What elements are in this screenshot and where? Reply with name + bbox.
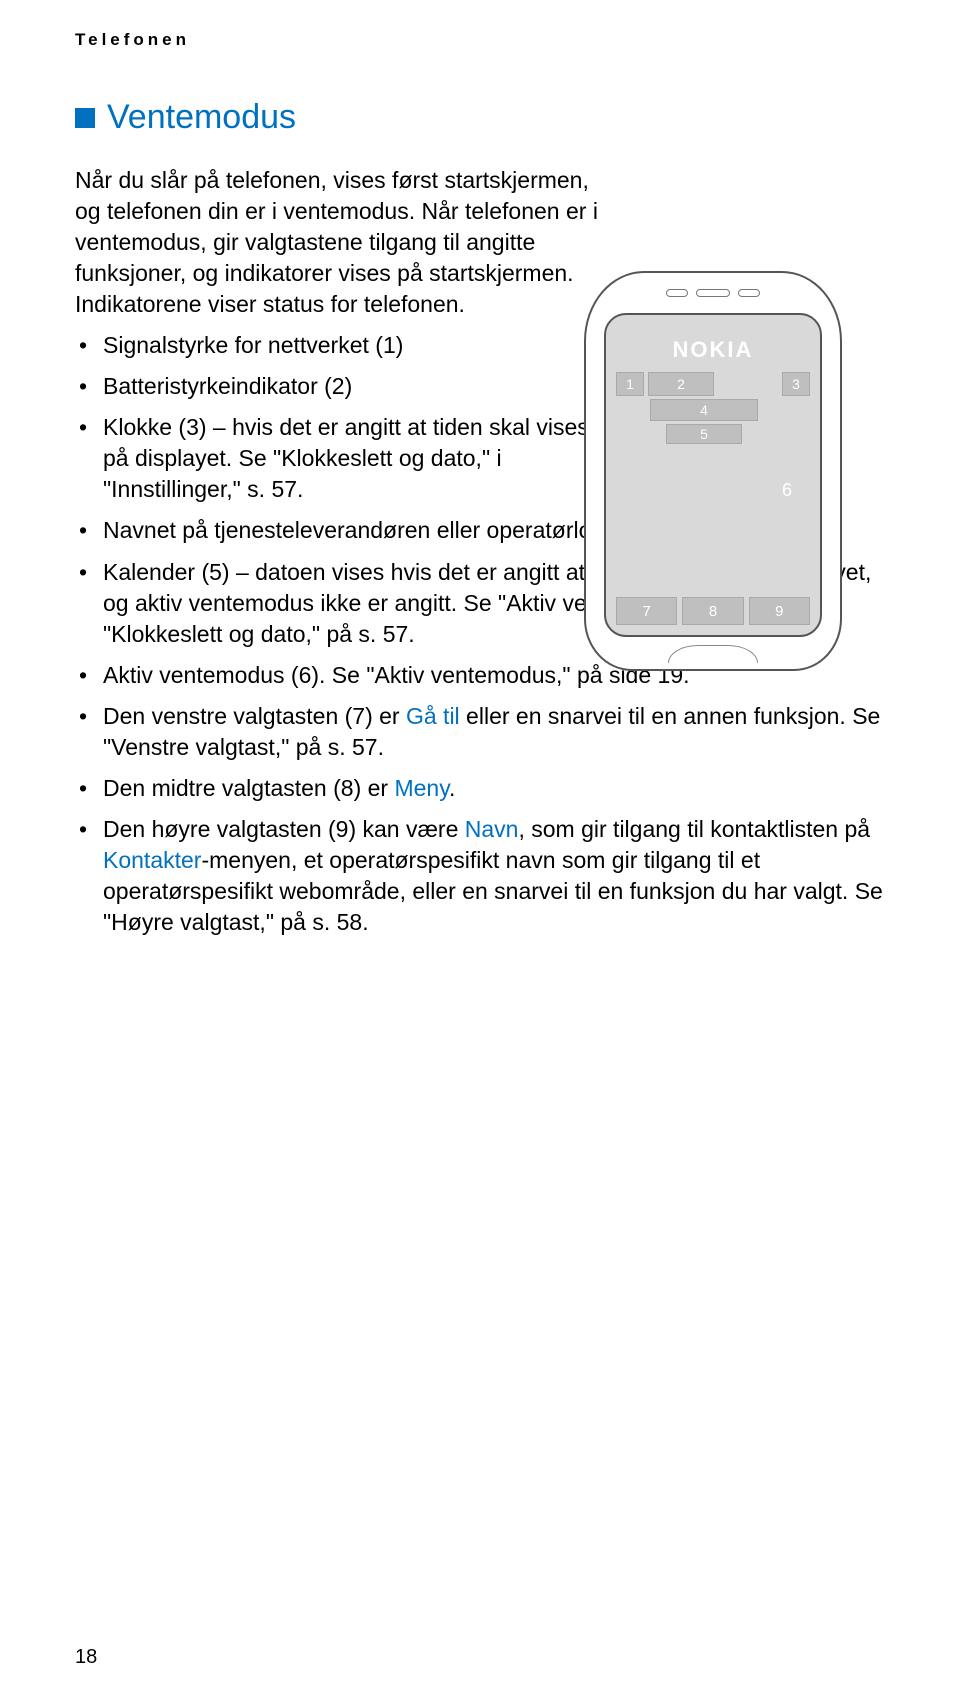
list-item: Den midtre valgtasten (8) er Meny. — [75, 773, 900, 804]
square-bullet-icon — [75, 108, 95, 128]
link-text: Kontakter — [103, 847, 201, 873]
intro-paragraph: Når du slår på telefonen, vises først st… — [75, 165, 605, 320]
indicator-row-1: 1 2 3 — [616, 372, 810, 396]
callout-9: 9 — [749, 597, 810, 625]
text-segment: -menyen, et operatørspesifikt navn som g… — [103, 847, 883, 935]
link-text: Meny — [394, 775, 449, 801]
section-title: Ventemodus — [107, 98, 296, 137]
callout-2: 2 — [648, 372, 714, 396]
list-item: Den høyre valgtasten (9) kan være Navn, … — [75, 814, 900, 938]
callout-1: 1 — [616, 372, 644, 396]
phone-screen: NOKIA 1 2 3 4 5 6 7 8 9 — [604, 313, 822, 637]
phone-body: NOKIA 1 2 3 4 5 6 7 8 9 — [584, 271, 842, 671]
text-segment: Den høyre valgtasten (9) kan være — [103, 816, 465, 842]
page-header: Telefonen — [75, 30, 900, 50]
link-text: Gå til — [406, 703, 460, 729]
list-item: Signalstyrke for nettverket (1) — [75, 330, 605, 361]
list-item: Klokke (3) – hvis det er angitt at tiden… — [75, 412, 605, 505]
text-segment: , som gir tilgang til kontaktlisten på — [518, 816, 870, 842]
text-segment: Den venstre valgtasten (7) er — [103, 703, 406, 729]
text-segment: Den midtre valgtasten (8) er — [103, 775, 394, 801]
dpad-icon — [668, 645, 758, 663]
content-area: Når du slår på telefonen, vises først st… — [75, 165, 900, 938]
callout-8: 8 — [682, 597, 743, 625]
link-text: Navn — [465, 816, 519, 842]
callout-5: 5 — [666, 424, 742, 444]
section-heading-row: Ventemodus — [75, 98, 900, 137]
callout-4: 4 — [650, 399, 758, 421]
list-item: Den venstre valgtasten (7) er Gå til ell… — [75, 701, 900, 763]
callout-6: 6 — [606, 480, 792, 501]
list-item: Batteristyrkeindikator (2) — [75, 371, 605, 402]
speaker-icon — [666, 289, 760, 297]
callout-7: 7 — [616, 597, 677, 625]
page-number: 18 — [75, 1646, 97, 1669]
callout-3: 3 — [782, 372, 810, 396]
softkey-row: 7 8 9 — [616, 597, 810, 625]
phone-diagram: NOKIA 1 2 3 4 5 6 7 8 9 — [584, 271, 842, 671]
brand-label: NOKIA — [606, 337, 820, 363]
text-segment: . — [449, 775, 455, 801]
